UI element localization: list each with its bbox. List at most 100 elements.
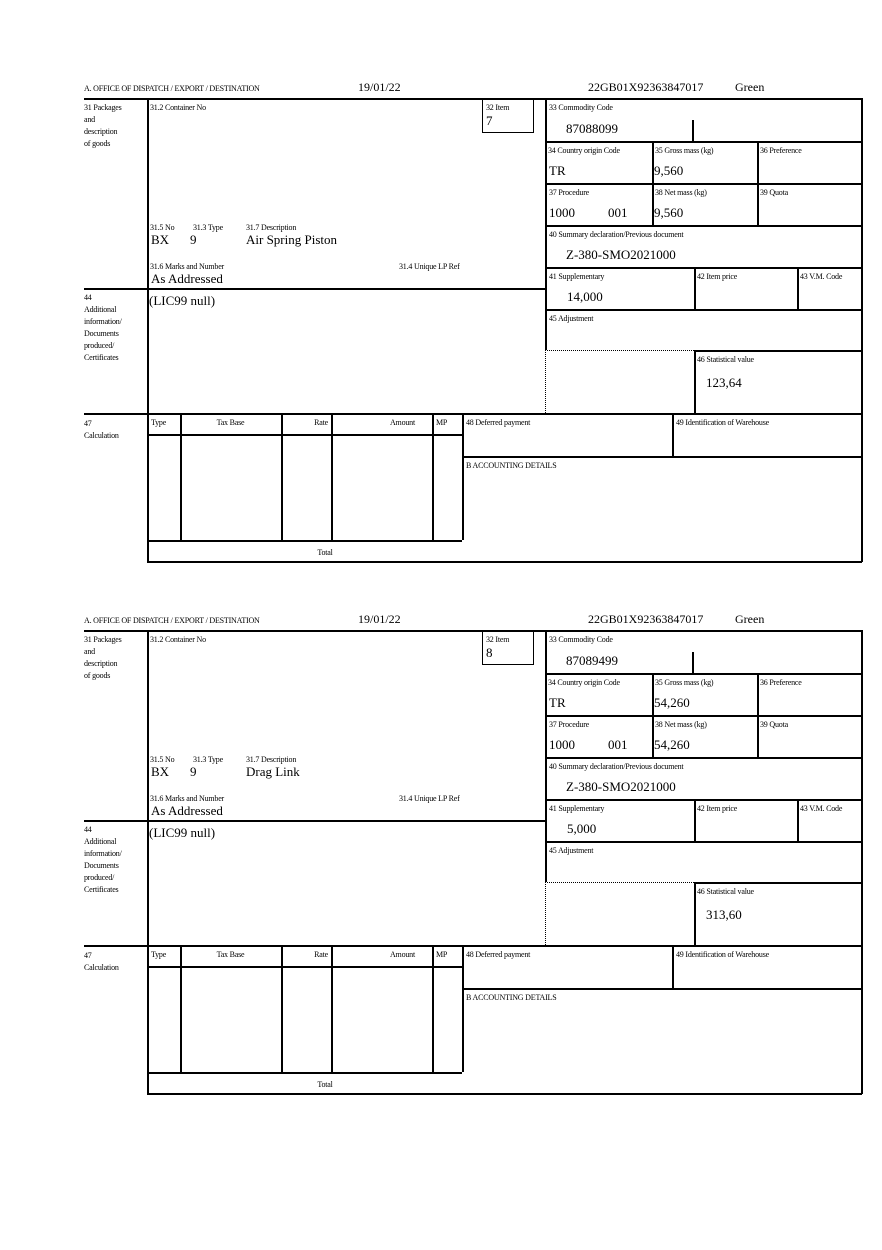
customs-declaration-item: A. OFFICE OF DISPATCH / EXPORT / DESTINA… bbox=[0, 80, 882, 612]
packages-label-line: and bbox=[84, 115, 95, 124]
additional-info-label-line: information/ bbox=[84, 849, 122, 858]
rule-line bbox=[84, 413, 862, 415]
calc-mp-header: MP bbox=[436, 418, 448, 427]
calc-total-label: Total bbox=[317, 548, 333, 557]
deferred-payment-label: 48 Deferred payment bbox=[466, 418, 531, 427]
rule-line bbox=[281, 945, 283, 1072]
calc-rate-header: Rate bbox=[314, 950, 328, 959]
packages-label: 31 Packages and description of goods bbox=[84, 102, 122, 150]
summary-declaration-value: Z-380-SMO2021000 bbox=[566, 247, 676, 262]
packages-label-line: description bbox=[84, 659, 118, 668]
rule-line bbox=[331, 413, 333, 540]
dotted-line bbox=[545, 350, 546, 413]
marks-value: As Addressed bbox=[151, 803, 223, 818]
rule-line bbox=[147, 1093, 862, 1095]
additional-info-label: 44 Additional information/Documents produce… bbox=[84, 824, 122, 896]
gross-mass-label: 35 Gross mass (kg) bbox=[655, 678, 714, 687]
description-label: 31.7 Description bbox=[246, 223, 297, 232]
office-heading: A. OFFICE OF DISPATCH / EXPORT / DESTINA… bbox=[84, 616, 260, 625]
rule-line bbox=[694, 350, 696, 413]
office-heading: A. OFFICE OF DISPATCH / EXPORT / DESTINA… bbox=[84, 84, 260, 93]
summary-declaration-label: 40 Summary declaration/Previous document bbox=[549, 230, 684, 239]
marks-value: As Addressed bbox=[151, 271, 223, 286]
summary-declaration-label: 40 Summary declaration/Previous document bbox=[549, 762, 684, 771]
calc-type-header: Type bbox=[151, 950, 167, 959]
rule-line bbox=[652, 673, 654, 757]
supplementary-label: 41 Supplementary bbox=[549, 804, 605, 813]
packages-label: 31 Packages and description of goods bbox=[84, 634, 122, 682]
calc-type-header: Type bbox=[151, 418, 167, 427]
package-no-value: BX bbox=[151, 232, 170, 247]
declaration-reference: 22GB01X92363847017 bbox=[588, 80, 704, 94]
commodity-code-value: 87088099 bbox=[566, 121, 618, 136]
rule-line bbox=[545, 309, 862, 311]
rule-line bbox=[180, 413, 182, 540]
calculation-label-line: Calculation bbox=[84, 963, 119, 972]
rule-line bbox=[797, 267, 799, 309]
calculation-label-line: 47 bbox=[84, 951, 92, 960]
summary-declaration-value: Z-380-SMO2021000 bbox=[566, 779, 676, 794]
country-origin-value: TR bbox=[549, 695, 566, 710]
rule-line bbox=[694, 267, 696, 309]
net-mass-value: 9,560 bbox=[654, 205, 684, 220]
deferred-payment-label: 48 Deferred payment bbox=[466, 950, 531, 959]
commodity-code-label: 33 Commodity Code bbox=[549, 635, 613, 644]
dotted-line bbox=[545, 350, 694, 351]
rule-line bbox=[84, 630, 862, 632]
rule-line bbox=[694, 882, 862, 884]
additional-info-label-line: 44 bbox=[84, 293, 92, 302]
gross-mass-value: 54,260 bbox=[654, 695, 690, 710]
calc-tax-base-header: Tax Base bbox=[216, 950, 245, 959]
marks-label: 31.6 Marks and Number bbox=[150, 794, 225, 803]
declaration-date: 19/01/22 bbox=[358, 80, 401, 94]
procedure-label: 37 Procedure bbox=[549, 188, 590, 197]
rule-line bbox=[462, 456, 862, 458]
rule-line bbox=[652, 141, 654, 225]
calc-rate-header: Rate bbox=[314, 418, 328, 427]
net-mass-value: 54,260 bbox=[654, 737, 690, 752]
rule-line bbox=[147, 434, 462, 436]
country-origin-label: 34 Country origin Code bbox=[548, 678, 620, 687]
rule-line bbox=[432, 945, 434, 1072]
rule-line bbox=[545, 715, 862, 717]
packages-label-line: 31 Packages bbox=[84, 103, 122, 112]
calc-tax-base-header: Tax Base bbox=[216, 418, 245, 427]
item-label: 32 Item bbox=[486, 103, 510, 112]
supplementary-label: 41 Supplementary bbox=[549, 272, 605, 281]
item-box bbox=[482, 630, 534, 665]
description-value: Air Spring Piston bbox=[246, 232, 338, 247]
marks-label: 31.6 Marks and Number bbox=[150, 262, 225, 271]
country-origin-label: 34 Country origin Code bbox=[548, 146, 620, 155]
rule-line bbox=[672, 413, 674, 456]
package-no-value: BX bbox=[151, 764, 170, 779]
rule-line bbox=[797, 799, 799, 841]
rule-line bbox=[147, 966, 462, 968]
package-type-label: 31.3 Type bbox=[193, 223, 223, 232]
rule-line bbox=[545, 225, 862, 227]
item-value: 8 bbox=[486, 645, 493, 660]
calc-amount-header: Amount bbox=[389, 950, 415, 959]
procedure-value: 1000 bbox=[549, 737, 575, 752]
net-mass-label: 38 Net mass (kg) bbox=[655, 720, 707, 729]
rule-line bbox=[281, 413, 283, 540]
item-value: 7 bbox=[486, 113, 493, 128]
additional-info-value: (LIC99 null) bbox=[149, 293, 216, 308]
dotted-line bbox=[545, 882, 694, 883]
procedure-extra-value: 001 bbox=[608, 205, 628, 220]
additional-info-value: (LIC99 null) bbox=[149, 825, 216, 840]
item-price-label: 42 Item price bbox=[697, 804, 738, 813]
country-origin-value: TR bbox=[549, 163, 566, 178]
rule-line bbox=[757, 673, 759, 757]
route-status: Green bbox=[735, 612, 765, 626]
additional-info-label-line: information/ bbox=[84, 317, 122, 326]
rule-line bbox=[84, 288, 545, 290]
rule-line bbox=[84, 820, 545, 822]
unique-lp-ref-label: 31.4 Unique LP Ref bbox=[399, 262, 460, 271]
rule-line bbox=[692, 652, 694, 673]
rule-line bbox=[861, 98, 863, 562]
description-label: 31.7 Description bbox=[246, 755, 297, 764]
gross-mass-value: 9,560 bbox=[654, 163, 684, 178]
package-type-value: 9 bbox=[190, 232, 197, 247]
rule-line bbox=[147, 540, 462, 542]
calculation-label-line: Calculation bbox=[84, 431, 119, 440]
